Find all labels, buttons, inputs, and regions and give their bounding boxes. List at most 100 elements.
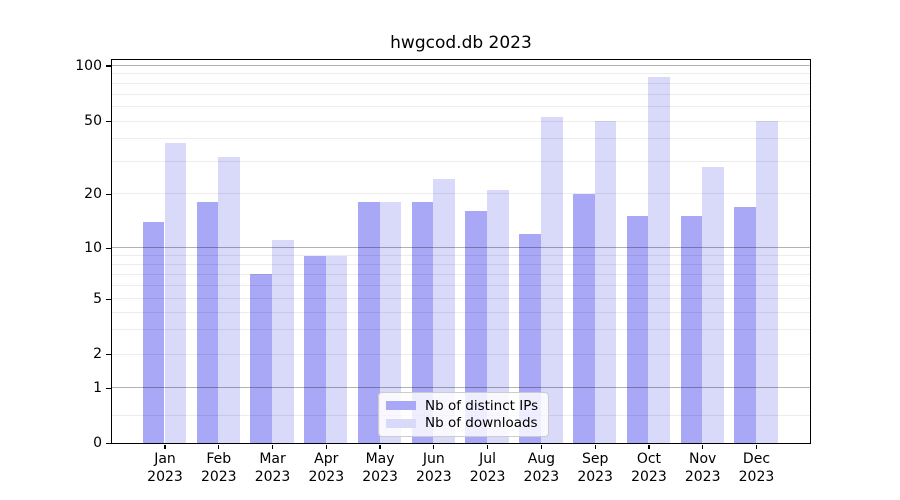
x-tick-month: Jul bbox=[479, 451, 497, 467]
x-tick-year: 2023 bbox=[738, 469, 775, 485]
plot-area bbox=[110, 58, 811, 444]
gridline-minor bbox=[111, 138, 810, 140]
x-tick-label-apr: Apr 2023 bbox=[294, 450, 358, 486]
bar-distinct-ips-may bbox=[357, 202, 380, 443]
legend-label: Nb of distinct IPs bbox=[425, 397, 539, 414]
x-tick-month: Oct bbox=[636, 451, 662, 467]
gridline-minor bbox=[111, 311, 810, 313]
x-tick-mark bbox=[218, 444, 220, 450]
x-tick-month: Dec bbox=[742, 451, 771, 467]
x-tick-label-sep: Sep 2023 bbox=[563, 450, 627, 486]
gridline-major bbox=[111, 65, 810, 67]
y-tick-mark bbox=[105, 298, 111, 300]
bar-downloads-feb bbox=[218, 156, 240, 443]
bar-downloads-jan bbox=[164, 142, 187, 443]
bar-distinct-ips-oct bbox=[626, 216, 649, 443]
x-tick-year: 2023 bbox=[631, 469, 667, 485]
x-tick-year: 2023 bbox=[469, 469, 506, 485]
x-tick-label-jan: Jan 2023 bbox=[133, 450, 197, 486]
x-tick-mark bbox=[164, 444, 166, 450]
x-tick-year: 2023 bbox=[147, 469, 183, 485]
x-tick-month: Feb bbox=[206, 451, 232, 467]
legend: Nb of distinct IPs Nb of downloads bbox=[378, 392, 549, 437]
y-tick-label: 5 bbox=[93, 290, 102, 307]
y-tick-mark bbox=[105, 121, 111, 123]
x-tick-label-dec: Dec 2023 bbox=[724, 450, 788, 486]
y-tick-mark bbox=[105, 247, 111, 249]
bar-distinct-ips-jan bbox=[142, 221, 165, 443]
bar-downloads-dec bbox=[755, 121, 778, 443]
x-tick-year: 2023 bbox=[684, 469, 721, 485]
y-tick-mark bbox=[105, 193, 111, 195]
bar-distinct-ips-feb bbox=[196, 202, 219, 443]
y-tick-label: 50 bbox=[84, 113, 102, 130]
x-tick-mark bbox=[271, 444, 274, 450]
bar-distinct-ips-mar bbox=[250, 274, 273, 443]
x-tick-year: 2023 bbox=[523, 469, 560, 485]
y-tick-mark bbox=[105, 65, 111, 67]
y-tick-label: 2 bbox=[93, 346, 102, 363]
x-tick-year: 2023 bbox=[577, 469, 613, 485]
bar-distinct-ips-jul bbox=[465, 211, 488, 443]
x-tick-label-oct: Oct 2023 bbox=[617, 450, 681, 486]
y-tick-mark bbox=[105, 387, 111, 390]
x-tick-label-jul: Jul 2023 bbox=[456, 450, 520, 486]
gridline-minor bbox=[111, 93, 810, 95]
y-tick-mark bbox=[105, 442, 111, 445]
bar-distinct-ips-jun bbox=[411, 202, 434, 443]
x-tick-label-mar: Mar 2023 bbox=[241, 450, 305, 486]
x-tick-month: Nov bbox=[689, 451, 717, 467]
gridline-major bbox=[111, 247, 810, 249]
x-tick-mark bbox=[486, 444, 489, 450]
y-tick-label: 0 bbox=[93, 434, 102, 451]
x-tick-year: 2023 bbox=[308, 469, 345, 485]
x-tick-mark bbox=[433, 444, 435, 450]
x-tick-month: Jun bbox=[422, 451, 445, 467]
x-tick-mark bbox=[325, 444, 327, 450]
y-tick-label: 1 bbox=[93, 379, 102, 396]
bar-downloads-sep bbox=[594, 121, 617, 443]
x-tick-mark bbox=[594, 444, 596, 450]
legend-swatch bbox=[386, 401, 416, 411]
bar-downloads-aug bbox=[540, 116, 563, 443]
x-tick-month: Jan bbox=[154, 451, 176, 467]
x-tick-mark bbox=[755, 444, 758, 450]
gridline-major bbox=[111, 387, 810, 389]
bar-distinct-ips-aug bbox=[519, 233, 541, 443]
gridline-minor bbox=[111, 255, 810, 257]
bar-downloads-jul bbox=[487, 189, 509, 443]
bar-downloads-mar bbox=[272, 240, 294, 443]
bar-distinct-ips-nov bbox=[680, 216, 703, 443]
x-tick-label-may: May 2023 bbox=[348, 450, 412, 486]
x-tick-month: Sep bbox=[581, 451, 609, 467]
x-tick-year: 2023 bbox=[362, 469, 398, 485]
legend-row: Nb of downloads bbox=[386, 415, 540, 432]
x-tick-year: 2023 bbox=[200, 469, 237, 485]
x-tick-year: 2023 bbox=[254, 469, 291, 485]
gridline-minor bbox=[111, 284, 810, 286]
bar-distinct-ips-dec bbox=[734, 206, 756, 443]
x-tick-month: May bbox=[365, 451, 395, 467]
x-tick-mark bbox=[702, 444, 704, 450]
gridline-minor bbox=[111, 73, 810, 75]
gridline-minor bbox=[111, 353, 810, 355]
x-tick-label-nov: Nov 2023 bbox=[671, 450, 735, 486]
bar-downloads-oct bbox=[648, 76, 671, 443]
legend-swatch bbox=[386, 418, 416, 428]
bar-downloads-apr bbox=[325, 255, 348, 443]
x-tick-label-jun: Jun 2023 bbox=[402, 450, 466, 486]
gridline-minor bbox=[111, 329, 810, 331]
y-tick-label: 100 bbox=[75, 57, 102, 74]
bar-distinct-ips-apr bbox=[304, 255, 326, 443]
gridline-minor bbox=[111, 82, 810, 84]
gridline-minor bbox=[111, 273, 810, 275]
legend-label: Nb of downloads bbox=[425, 415, 538, 432]
x-tick-label-aug: Aug 2023 bbox=[509, 450, 573, 486]
x-tick-month: Aug bbox=[527, 451, 556, 467]
bar-downloads-jun bbox=[433, 179, 456, 443]
x-tick-month: Mar bbox=[259, 451, 286, 467]
gridline-minor bbox=[111, 161, 810, 163]
x-tick-month: Apr bbox=[314, 451, 339, 467]
x-tick-year: 2023 bbox=[416, 469, 452, 485]
